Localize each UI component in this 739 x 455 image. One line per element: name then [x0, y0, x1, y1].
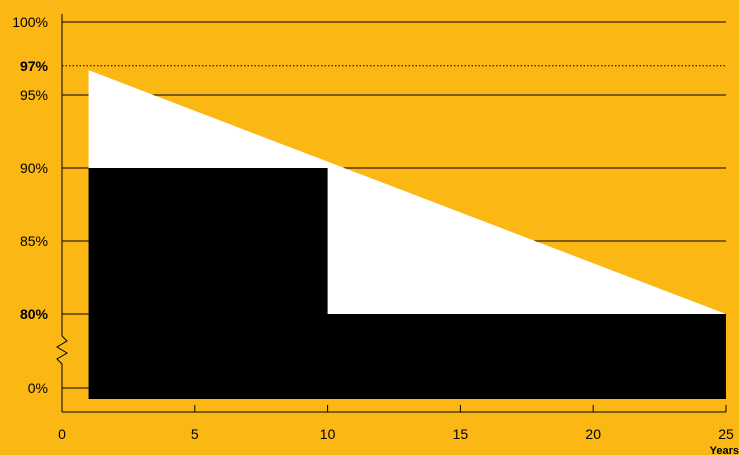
x-tick-label-20: 20 — [585, 426, 601, 442]
y-tick-label-100: 100% — [12, 14, 48, 30]
x-tick-labels: 0 5 10 15 20 25 — [58, 426, 734, 442]
x-tick-label-25: 25 — [718, 426, 734, 442]
y-tick-label-0: 0% — [28, 380, 48, 396]
x-tick-label-15: 15 — [453, 426, 469, 442]
y-tick-label-95: 95% — [20, 87, 48, 103]
y-tick-label-80: 80% — [20, 306, 49, 322]
y-tick-label-85: 85% — [20, 233, 48, 249]
y-tick-label-97: 97% — [20, 58, 49, 74]
x-tick-label-0: 0 — [58, 426, 66, 442]
x-tick-label-5: 5 — [191, 426, 199, 442]
y-tick-label-90: 90% — [20, 160, 48, 176]
y-tick-labels: 100% 97% 95% 90% 85% 80% 0% — [12, 14, 48, 396]
x-axis-label: Years — [710, 445, 739, 455]
plot-areas — [89, 70, 726, 399]
x-tick-label-10: 10 — [320, 426, 336, 442]
y-axis-break — [57, 336, 67, 366]
